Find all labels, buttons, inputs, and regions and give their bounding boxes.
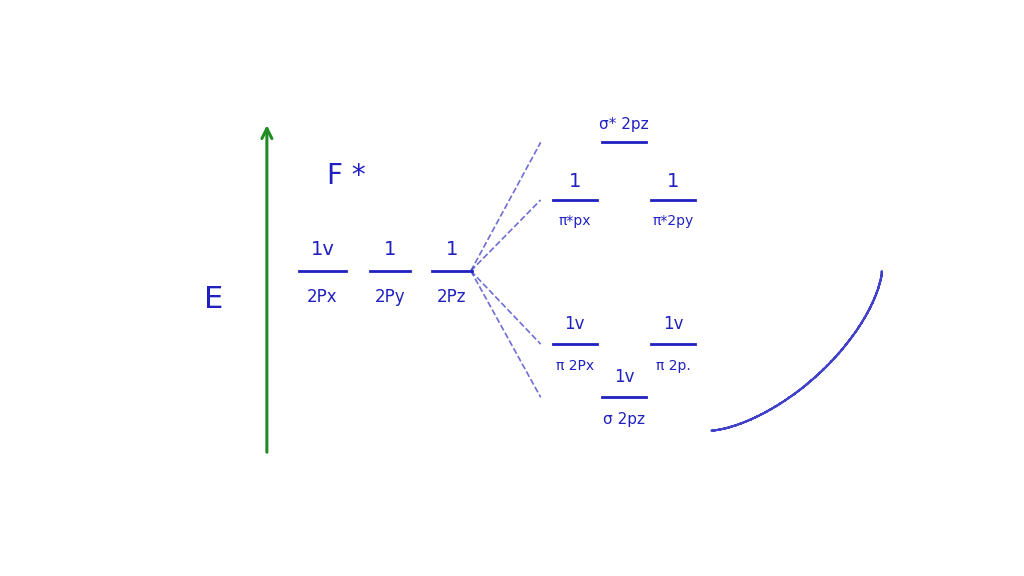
Text: π*px: π*px: [558, 214, 591, 228]
Text: 1v: 1v: [310, 240, 335, 259]
Text: 2Pz: 2Pz: [437, 287, 467, 306]
Text: 1v: 1v: [663, 314, 683, 333]
Text: F *: F *: [327, 161, 366, 190]
Text: 2Py: 2Py: [375, 287, 406, 306]
Text: π*2py: π*2py: [652, 214, 694, 228]
Text: 1: 1: [667, 172, 679, 191]
Text: σ 2pz: σ 2pz: [603, 412, 645, 427]
Text: 1v: 1v: [613, 369, 634, 386]
Text: 1v: 1v: [564, 314, 585, 333]
Text: σ* 2pz: σ* 2pz: [599, 117, 649, 132]
Text: 1: 1: [445, 240, 458, 259]
Text: 2Px: 2Px: [307, 287, 338, 306]
Text: π 2Px: π 2Px: [556, 359, 594, 373]
Text: 1: 1: [384, 240, 396, 259]
Text: E: E: [204, 285, 223, 314]
Text: 1: 1: [568, 172, 581, 191]
Text: π 2p.: π 2p.: [655, 359, 690, 373]
